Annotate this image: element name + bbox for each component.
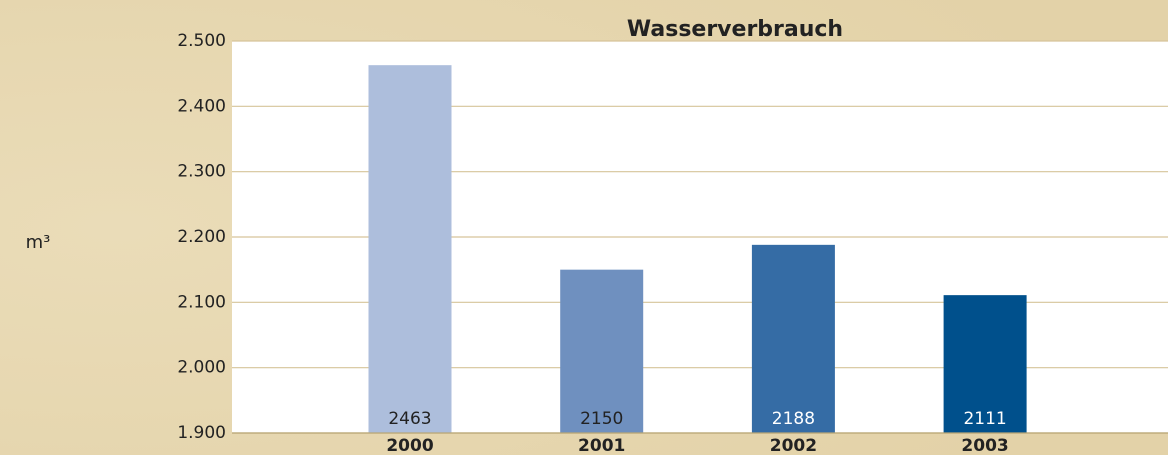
bar	[560, 269, 644, 433]
y-tick-label: 2.000	[177, 358, 226, 378]
y-tick-label: 1.900	[177, 423, 226, 443]
bar	[368, 65, 452, 433]
y-tick-label: 2.500	[177, 31, 226, 51]
y-tick-label: 2.300	[177, 162, 226, 182]
bar	[751, 244, 835, 433]
y-tick-label: 2.100	[177, 292, 226, 312]
y-tick-label: 2.200	[177, 227, 226, 247]
y-axis-label: m³	[26, 232, 51, 253]
chart-title: Wasserverbrauch	[627, 17, 843, 42]
bar	[943, 295, 1027, 433]
x-tick-label: 2001	[578, 436, 625, 455]
x-tick-label: 2002	[770, 436, 817, 455]
value-label: 2150	[580, 409, 623, 429]
value-label: 2111	[963, 409, 1006, 429]
x-tick-label: 2003	[961, 436, 1008, 455]
value-label: 2188	[772, 409, 815, 429]
y-tick-label: 2.400	[177, 96, 226, 116]
x-tick-label: 2000	[386, 436, 433, 455]
value-label: 2463	[388, 409, 431, 429]
